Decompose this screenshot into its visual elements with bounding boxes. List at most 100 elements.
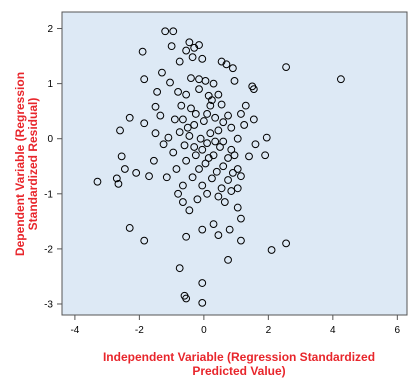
data-point	[174, 87, 182, 96]
data-point	[224, 176, 232, 184]
data-point	[190, 143, 199, 151]
data-point	[219, 162, 228, 171]
data-point	[262, 133, 271, 142]
data-point	[217, 184, 226, 193]
data-point	[198, 181, 207, 190]
y-tick-label: 1	[47, 79, 53, 90]
data-point	[206, 129, 215, 138]
y-axis-title-line-2: Standardized Residual)	[26, 98, 40, 231]
x-axis-title-line-2: Predicted Value)	[192, 364, 285, 378]
data-point	[211, 113, 220, 122]
data-point	[282, 239, 290, 248]
data-point	[172, 165, 181, 173]
data-point	[153, 87, 162, 96]
data-point	[198, 279, 207, 287]
data-point	[149, 156, 158, 165]
data-point	[188, 173, 197, 182]
data-point	[208, 96, 216, 105]
data-point	[140, 236, 149, 245]
data-point	[337, 75, 345, 84]
data-point	[230, 76, 239, 85]
data-point	[190, 121, 199, 129]
data-point	[166, 78, 174, 87]
data-point	[125, 113, 134, 122]
data-point	[227, 187, 236, 195]
data-point	[237, 110, 245, 118]
data-point	[216, 143, 224, 151]
data-point	[211, 137, 220, 146]
data-point	[140, 75, 149, 84]
data-point	[140, 119, 149, 128]
axis-ticks: -4 -2 0 2 4 6 -3 -2 -1 0 1 2	[44, 24, 400, 336]
data-point	[228, 168, 237, 177]
data-point	[174, 189, 182, 198]
x-tick-label: 4	[330, 325, 336, 336]
data-point	[219, 118, 228, 127]
data-point	[169, 27, 178, 36]
data-point	[158, 68, 166, 77]
data-point	[159, 140, 168, 149]
y-tick-label: -3	[44, 299, 53, 310]
data-point	[182, 90, 191, 99]
x-tick-label: 6	[395, 325, 401, 336]
data-point	[230, 151, 239, 160]
x-tick-label: 0	[201, 325, 207, 336]
data-point	[114, 179, 123, 188]
data-point	[214, 231, 223, 240]
data-point	[185, 132, 194, 140]
data-point	[245, 152, 253, 161]
y-tick-label: 2	[47, 24, 53, 35]
x-tick-label: -4	[70, 325, 79, 336]
data-point	[222, 60, 231, 69]
data-point	[233, 203, 242, 212]
data-point	[164, 133, 173, 142]
y-axis-title: Dependent Variable (Regression Standardi…	[13, 72, 40, 256]
data-point	[162, 173, 171, 182]
data-point	[251, 140, 260, 149]
data-point	[241, 101, 250, 110]
y-tick-label: -2	[44, 244, 53, 255]
data-point	[188, 53, 197, 62]
data-point	[237, 236, 245, 245]
data-point	[198, 298, 207, 307]
data-point	[193, 195, 202, 204]
data-point	[185, 38, 194, 47]
data-point	[175, 264, 184, 273]
data-point	[182, 232, 191, 241]
data-point	[203, 139, 211, 148]
x-tick-label: 2	[266, 325, 272, 336]
data-point	[206, 101, 215, 110]
data-point	[125, 224, 134, 232]
data-point	[132, 168, 141, 177]
data-point	[185, 206, 194, 215]
data-point	[240, 121, 249, 129]
data-point	[209, 79, 218, 88]
data-point	[151, 129, 160, 138]
data-point	[138, 47, 147, 56]
data-point	[214, 192, 223, 201]
data-point	[233, 165, 242, 173]
data-point	[156, 111, 165, 120]
data-point	[179, 181, 187, 190]
data-point	[120, 165, 129, 173]
data-point	[214, 126, 223, 135]
data-point	[179, 115, 187, 124]
data-point	[204, 154, 213, 162]
data-point	[116, 126, 124, 135]
data-point	[224, 256, 232, 264]
data-point	[182, 46, 191, 55]
data-point	[151, 102, 160, 111]
data-point	[161, 27, 170, 36]
data-point	[179, 198, 187, 206]
data-point	[190, 43, 199, 52]
data-point	[198, 145, 207, 154]
data-point	[180, 141, 189, 150]
data-point	[203, 189, 211, 198]
data-point	[198, 225, 207, 234]
data-point	[93, 177, 102, 186]
data-point	[249, 85, 258, 94]
data-point	[217, 100, 226, 109]
data-point	[198, 54, 207, 63]
data-point	[117, 152, 126, 161]
